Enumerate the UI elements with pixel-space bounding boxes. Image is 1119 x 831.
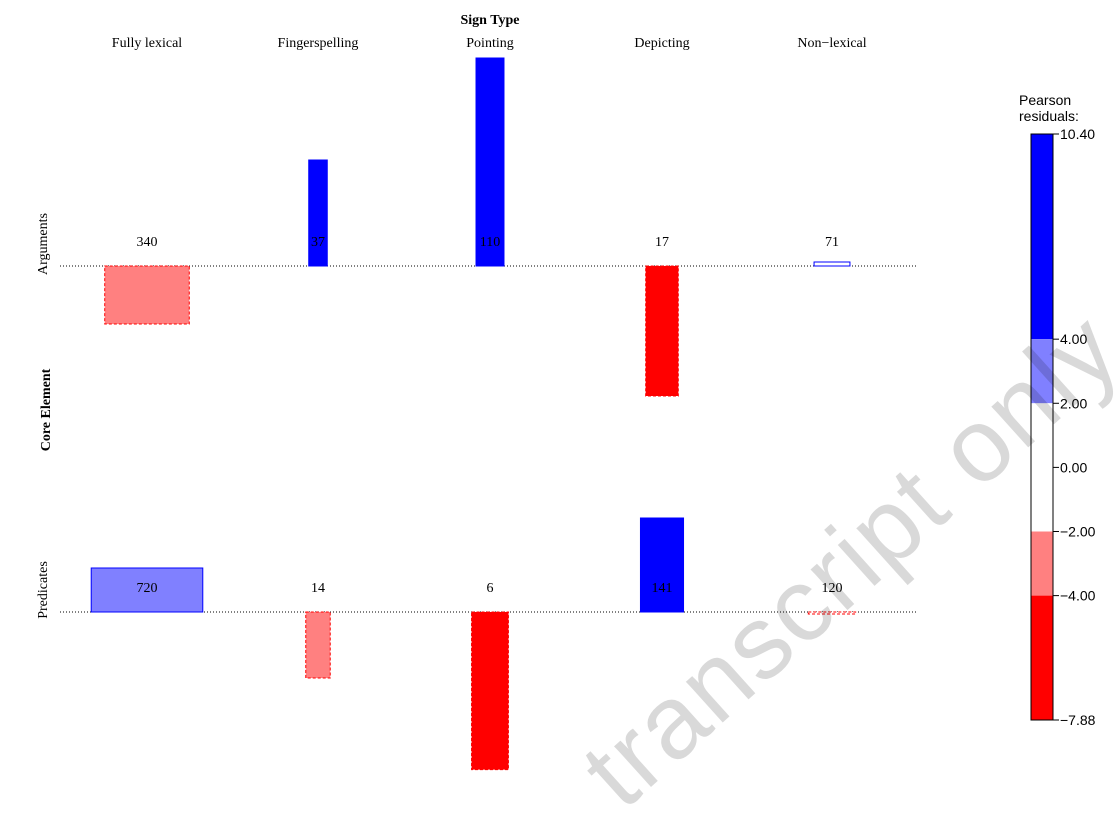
legend: Pearson residuals: 10.40 4.00 2.00 0.00 −2.0… bbox=[1019, 92, 1096, 728]
count-label-arguments-non-lexical: 71 bbox=[825, 235, 839, 250]
count-label-predicates-pointing: 6 bbox=[487, 581, 494, 596]
column-label-depicting: Depicting bbox=[634, 36, 689, 51]
count-label-predicates-fingerspelling: 14 bbox=[311, 581, 325, 596]
legend-tick-label-1: 10.40 bbox=[1060, 126, 1095, 142]
association-plot: Sign Type Fully lexical Fingerspelling Poi… bbox=[36, 13, 1096, 771]
legend-tick-label-6: −4.00 bbox=[1060, 588, 1096, 604]
row-label-arguments: Arguments bbox=[36, 213, 51, 275]
bar-predicates-non-lexical bbox=[807, 611, 857, 615]
count-label-arguments-pointing: 110 bbox=[480, 235, 500, 250]
column-labels: Fully lexical Fingerspelling Pointing Depic… bbox=[112, 36, 867, 51]
bar-predicates-fingerspelling bbox=[305, 611, 331, 679]
count-label-predicates-non-lexical: 120 bbox=[822, 581, 843, 596]
legend-band-5 bbox=[1031, 595, 1053, 720]
legend-title-line2: residuals: bbox=[1019, 108, 1079, 124]
y-axis-title: Core Element bbox=[39, 368, 54, 451]
count-label-predicates-depicting: 141 bbox=[652, 581, 673, 596]
legend-band-3 bbox=[1031, 403, 1053, 532]
count-label-predicates-fully-lexical: 720 bbox=[137, 581, 158, 596]
bar-predicates-pointing bbox=[471, 611, 509, 771]
row-label-predicates: Predicates bbox=[36, 561, 51, 619]
legend-band-2 bbox=[1031, 339, 1053, 404]
count-label-arguments-depicting: 17 bbox=[655, 235, 669, 250]
legend-title-line1: Pearson bbox=[1019, 92, 1071, 108]
row-labels: Arguments Predicates bbox=[36, 213, 51, 619]
bar-arguments-depicting bbox=[645, 265, 679, 397]
count-label-arguments-fingerspelling: 37 bbox=[311, 235, 325, 250]
legend-tick-label-3: 2.00 bbox=[1060, 395, 1087, 411]
legend-tick-label-5: −2.00 bbox=[1060, 524, 1096, 540]
bar-arguments-fingerspelling bbox=[308, 159, 328, 267]
count-labels: 340 37 110 17 71 720 14 6 141 120 bbox=[137, 235, 843, 596]
legend-tick-label-7: −7.88 bbox=[1060, 712, 1096, 728]
count-label-arguments-fully-lexical: 340 bbox=[137, 235, 158, 250]
legend-tick-label-4: 0.00 bbox=[1060, 459, 1087, 475]
legend-band-1 bbox=[1031, 134, 1053, 340]
column-label-non-lexical: Non−lexical bbox=[797, 36, 866, 51]
column-label-fingerspelling: Fingerspelling bbox=[278, 36, 359, 51]
legend-color-bar bbox=[1030, 133, 1054, 721]
column-label-pointing: Pointing bbox=[466, 36, 513, 51]
column-label-fully-lexical: Fully lexical bbox=[112, 36, 182, 51]
legend-bar-outline bbox=[1030, 133, 1054, 721]
legend-ticks: 10.40 4.00 2.00 0.00 −2.00 −4.00 −7.88 bbox=[1053, 126, 1096, 728]
bar-arguments-pointing bbox=[475, 57, 505, 267]
x-axis-title: Sign Type bbox=[460, 13, 519, 28]
residual-bars bbox=[90, 57, 857, 771]
legend-tick-label-2: 4.00 bbox=[1060, 331, 1087, 347]
legend-band-4 bbox=[1031, 531, 1053, 596]
bar-arguments-fully-lexical bbox=[104, 265, 190, 325]
bar-arguments-non-lexical bbox=[813, 261, 851, 267]
bar-predicates-depicting bbox=[639, 517, 685, 613]
bar-predicates-fully-lexical bbox=[90, 567, 204, 613]
